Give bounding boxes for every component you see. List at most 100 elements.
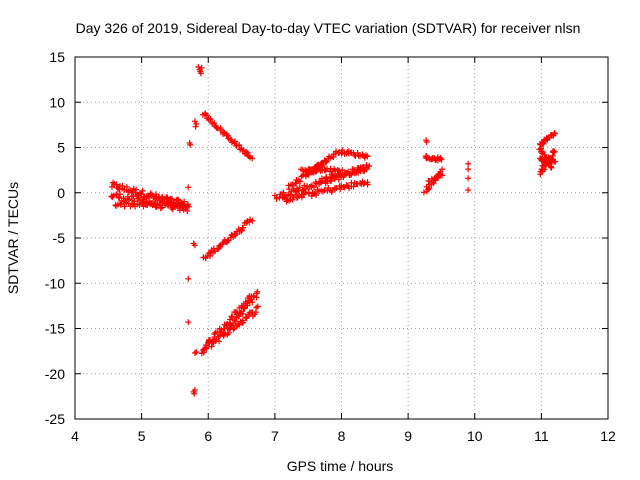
data-point bbox=[364, 181, 371, 188]
data-point bbox=[343, 182, 350, 189]
data-point bbox=[439, 166, 446, 173]
data-point bbox=[179, 203, 186, 210]
y-axis-label: SDTVAR / TECUs bbox=[5, 182, 21, 294]
data-point bbox=[238, 227, 245, 234]
y-tick-label: 5 bbox=[57, 140, 65, 156]
data-point bbox=[139, 187, 146, 194]
data-point bbox=[366, 163, 373, 170]
data-point bbox=[243, 219, 250, 226]
data-point bbox=[243, 315, 250, 322]
data-point bbox=[121, 203, 128, 210]
data-point bbox=[321, 186, 328, 193]
data-point bbox=[361, 180, 368, 187]
data-point bbox=[465, 175, 472, 182]
data-point bbox=[195, 63, 202, 70]
data-point bbox=[152, 203, 159, 210]
data-point bbox=[311, 184, 318, 191]
data-point bbox=[323, 174, 330, 181]
data-point bbox=[193, 120, 200, 127]
data-point bbox=[244, 302, 251, 309]
data-point bbox=[297, 178, 304, 185]
data-point bbox=[198, 64, 205, 71]
data-point bbox=[157, 205, 164, 212]
data-point bbox=[352, 170, 359, 177]
data-point bbox=[437, 155, 444, 162]
data-point bbox=[168, 195, 175, 202]
data-point bbox=[227, 136, 234, 143]
data-point bbox=[351, 166, 358, 173]
data-point bbox=[191, 242, 198, 249]
data-point bbox=[240, 319, 247, 326]
data-point bbox=[543, 155, 550, 162]
data-point bbox=[167, 202, 174, 209]
y-tick-label: -15 bbox=[45, 321, 65, 337]
data-point bbox=[232, 318, 239, 325]
data-point bbox=[120, 198, 127, 205]
chart-title: Day 326 of 2019, Sidereal Day-to-day VTE… bbox=[76, 20, 581, 36]
data-point bbox=[207, 116, 214, 123]
x-tick-label: 11 bbox=[534, 428, 549, 444]
x-axis-label: GPS time / hours bbox=[287, 458, 394, 474]
data-point bbox=[286, 197, 293, 204]
data-point bbox=[249, 155, 256, 162]
x-tick-label: 6 bbox=[204, 428, 212, 444]
data-point bbox=[191, 387, 198, 394]
y-tick-label: 10 bbox=[49, 94, 65, 110]
data-point bbox=[423, 139, 430, 146]
data-point bbox=[133, 186, 140, 193]
data-point bbox=[152, 196, 159, 203]
data-point bbox=[465, 187, 472, 194]
data-point bbox=[420, 189, 427, 196]
data-point bbox=[164, 194, 171, 201]
data-point bbox=[249, 217, 256, 224]
data-point bbox=[233, 142, 240, 149]
data-point bbox=[187, 141, 194, 148]
y-tick-label: -5 bbox=[53, 230, 66, 246]
data-point bbox=[185, 275, 192, 282]
data-point bbox=[116, 193, 123, 200]
data-point bbox=[193, 349, 200, 356]
data-point bbox=[113, 181, 120, 188]
data-point bbox=[254, 288, 261, 295]
data-point bbox=[539, 168, 546, 175]
data-point bbox=[425, 186, 432, 193]
data-point bbox=[545, 159, 552, 166]
data-point bbox=[117, 201, 124, 208]
data-point bbox=[191, 349, 198, 356]
data-point bbox=[289, 196, 296, 203]
data-points bbox=[108, 63, 559, 397]
data-point bbox=[211, 120, 218, 127]
data-point bbox=[552, 158, 559, 165]
data-point bbox=[117, 200, 124, 207]
data-point bbox=[143, 193, 150, 200]
data-point bbox=[110, 192, 117, 199]
data-point bbox=[363, 162, 370, 169]
data-point bbox=[551, 148, 558, 155]
data-point bbox=[144, 202, 151, 209]
data-point bbox=[226, 325, 233, 332]
y-tick-label: 15 bbox=[49, 49, 65, 65]
data-point bbox=[192, 123, 199, 130]
data-point bbox=[216, 338, 223, 345]
data-point bbox=[326, 168, 333, 175]
data-point bbox=[224, 132, 231, 139]
data-point bbox=[191, 390, 198, 397]
data-point bbox=[236, 313, 243, 320]
data-point bbox=[551, 130, 558, 137]
data-point bbox=[538, 148, 545, 155]
data-point bbox=[465, 166, 472, 173]
y-tick-label: 0 bbox=[57, 185, 65, 201]
data-point bbox=[184, 207, 191, 214]
data-point bbox=[136, 198, 143, 205]
data-point bbox=[550, 148, 557, 155]
y-tick-label: -25 bbox=[45, 411, 65, 427]
data-point bbox=[337, 186, 344, 193]
data-point bbox=[438, 172, 445, 179]
x-tick-label: 10 bbox=[467, 428, 483, 444]
x-tick-label: 7 bbox=[271, 428, 279, 444]
data-point bbox=[465, 160, 472, 167]
data-point bbox=[176, 205, 183, 212]
grid bbox=[75, 57, 608, 419]
